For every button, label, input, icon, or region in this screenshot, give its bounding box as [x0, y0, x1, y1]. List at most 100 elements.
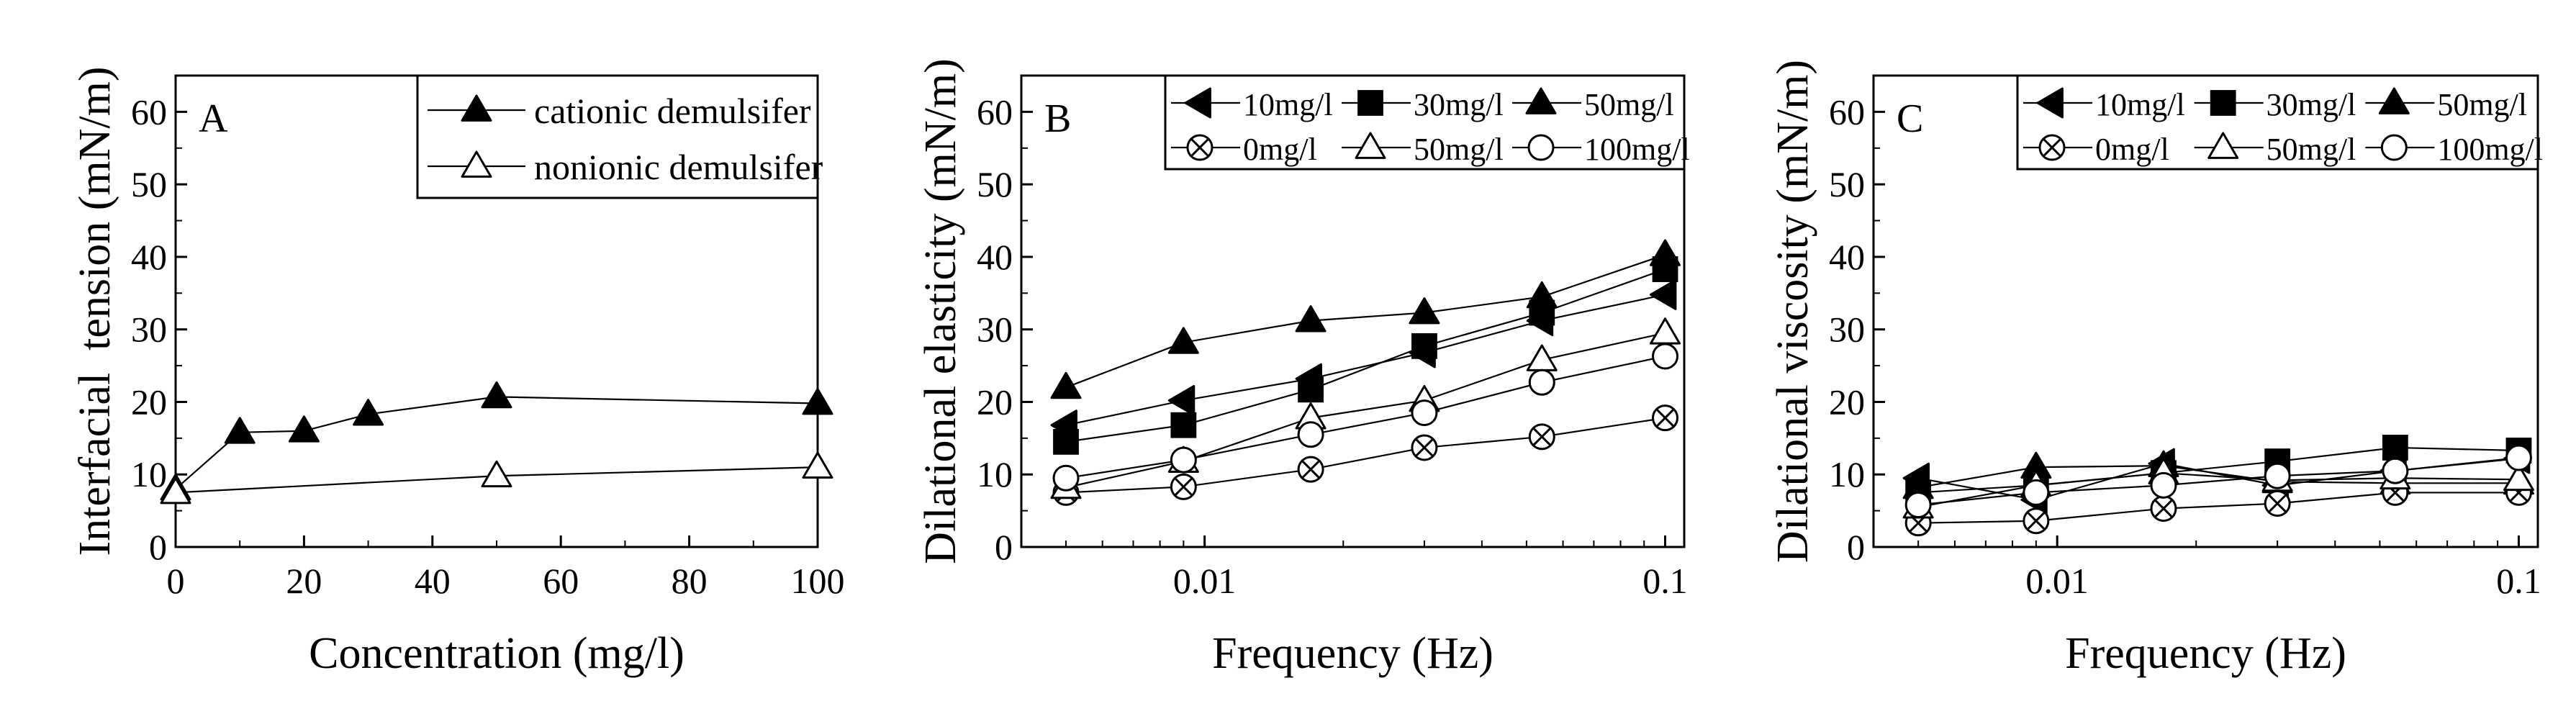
legend-marker	[2378, 87, 2410, 114]
legend-marker	[1357, 90, 1383, 116]
legend-box	[1164, 74, 1686, 171]
legend-label: 50mg/l	[2267, 132, 2356, 167]
legend-label: 100mg/l	[2437, 132, 2543, 167]
data-point	[1526, 281, 1558, 309]
data-point	[1650, 279, 1677, 310]
data-point	[2382, 435, 2408, 461]
legend-marker	[2210, 90, 2236, 116]
x-tick-label: 40	[415, 561, 451, 601]
y-tick-label: 30	[977, 309, 1013, 350]
legend-marker	[2036, 87, 2064, 119]
data-point	[1528, 423, 1555, 451]
series-line	[1918, 456, 2519, 506]
series-line	[1918, 446, 2519, 494]
data-point	[1409, 297, 1440, 325]
data-point	[1528, 368, 1555, 396]
data-point	[1050, 371, 1082, 399]
data-point	[1650, 239, 1681, 266]
data-point	[1652, 404, 1679, 432]
data-point	[353, 399, 384, 426]
data-point	[2264, 490, 2291, 517]
series-4	[1052, 404, 1679, 506]
data-point	[1297, 456, 1324, 483]
series-3	[1050, 239, 1681, 399]
series-line	[1065, 332, 1666, 489]
data-point	[1170, 446, 1197, 474]
legend-label: 30mg/l	[1414, 87, 1504, 122]
y-axis-label: Interfacial tension (mN/m)	[71, 66, 119, 556]
legend-marker	[1355, 132, 1386, 159]
data-point	[481, 381, 512, 409]
series-2	[160, 451, 833, 505]
legend-label: 100mg/l	[1584, 132, 1690, 167]
data-point	[1411, 333, 1437, 359]
y-tick-label: 40	[977, 237, 1013, 277]
y-tick-label: 40	[131, 237, 167, 277]
y-tick-label: 10	[131, 454, 167, 494]
y-tick-label: 60	[131, 91, 167, 132]
data-point	[1411, 399, 1438, 427]
y-tick-label: 20	[131, 381, 167, 422]
y-axis-label: Dilational elasticity (mN/m)	[916, 58, 965, 564]
series-4	[1904, 479, 2532, 537]
y-tick-label: 10	[977, 454, 1013, 494]
x-tick-label: 80	[672, 561, 708, 601]
series-6	[1904, 444, 2532, 519]
data-point	[288, 415, 320, 443]
y-tick-label: 30	[131, 309, 167, 350]
data-point	[1295, 305, 1327, 333]
legend-label: 10mg/l	[1243, 87, 1333, 122]
panel-letter: C	[1897, 96, 1923, 141]
x-tick-label: 60	[543, 561, 579, 601]
x-axis-label: Frequency (Hz)	[2065, 629, 2346, 678]
data-point	[1053, 428, 1079, 455]
legend-marker	[2380, 134, 2408, 161]
legend-marker	[1186, 134, 1214, 161]
x-tick-label: 0.1	[1642, 561, 1688, 601]
y-tick-label: 0	[1847, 527, 1865, 567]
data-point	[1170, 412, 1197, 438]
y-tick-label: 20	[1829, 381, 1865, 422]
data-point	[2023, 507, 2050, 535]
y-tick-label: 60	[977, 91, 1013, 132]
legend-label: 50mg/l	[1584, 87, 1674, 122]
data-point	[1170, 473, 1197, 500]
legend-marker	[2207, 132, 2239, 159]
legend-box	[2016, 74, 2539, 171]
series-2	[1905, 435, 2532, 506]
legend-label: 50mg/l	[1414, 132, 1504, 167]
x-tick-label: 0.1	[2496, 561, 2541, 601]
series-line	[1918, 492, 2519, 524]
data-point	[1052, 464, 1080, 492]
legend-label: cationic demulsifer	[534, 91, 811, 131]
y-tick-label: 20	[977, 381, 1013, 422]
series-6	[1052, 343, 1679, 492]
legend-label: 0mg/l	[2095, 132, 2169, 167]
data-point	[1167, 384, 1196, 416]
series-line	[1065, 355, 1666, 479]
y-tick-label: 0	[995, 527, 1013, 567]
panel-letter: A	[199, 96, 228, 141]
chart-panel-c: 0 10 20 30 40 50 60 0.01 0.1 Frequency (Hz) Dilati…	[1768, 60, 2543, 678]
x-tick-label: 20	[286, 561, 322, 601]
series-line	[1065, 417, 1666, 494]
series-line	[1065, 268, 1666, 443]
legend-label: nonionic demulsifer	[534, 147, 823, 187]
data-point	[802, 451, 833, 479]
legend-marker	[1527, 134, 1555, 161]
y-axis-label: Dilational viscosity (mN/m)	[1768, 60, 1817, 563]
legend-label: 10mg/l	[2095, 87, 2185, 122]
y-tick-label: 50	[131, 164, 167, 204]
legend-label: 30mg/l	[2267, 87, 2356, 122]
series-line	[1065, 294, 1666, 426]
data-point	[2150, 495, 2177, 523]
series-line	[1917, 465, 2519, 489]
series-line	[1917, 472, 2519, 508]
chart-panel-b: 0 10 20 30 40 50 60 0.01 0.1 Frequency (Hz) Dilati…	[916, 58, 1690, 678]
data-point	[2382, 457, 2409, 484]
y-tick-label: 10	[1829, 454, 1865, 494]
legend: 10mg/l 30mg/l 50mg/l 0mg/l 50mg/l 100mg/l	[1164, 74, 1690, 171]
legend-marker	[1184, 87, 1211, 119]
data-point	[2264, 462, 2291, 489]
